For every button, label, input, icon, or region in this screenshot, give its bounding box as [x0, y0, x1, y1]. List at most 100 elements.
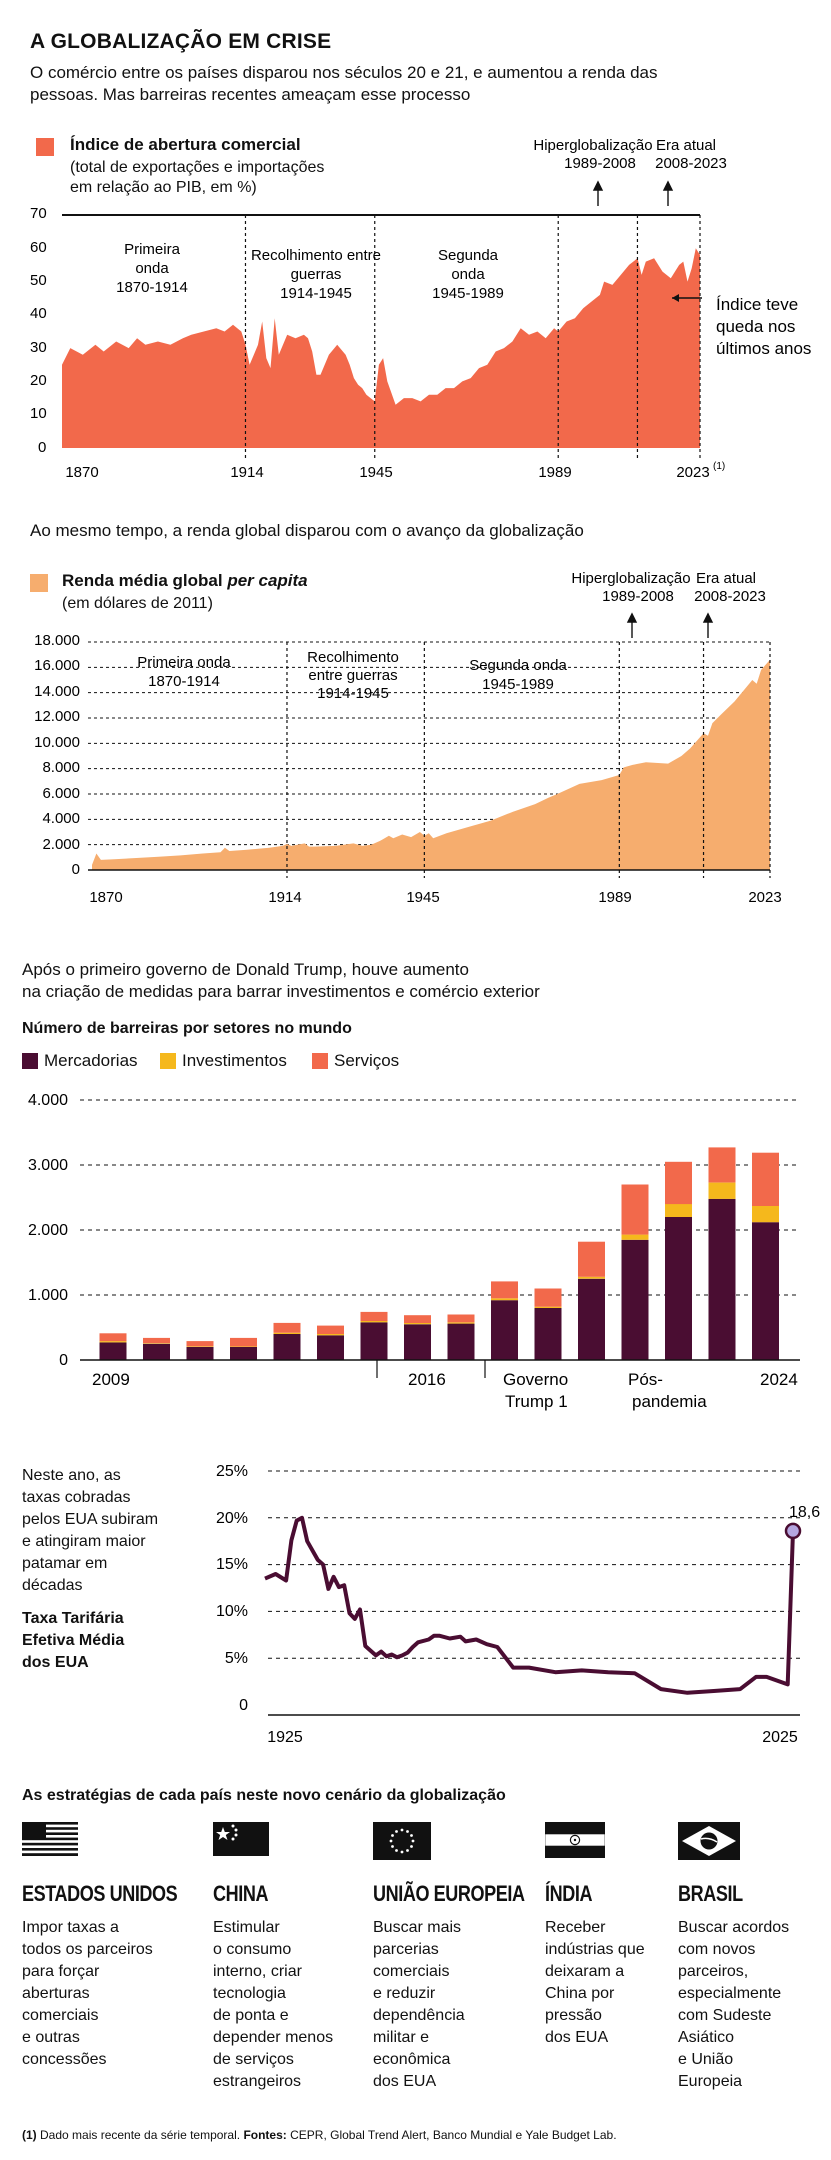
- chart2-y-tick-4000: 4.000: [42, 810, 80, 827]
- chart3-bar-mercadorias-2023: [708, 1198, 736, 1360]
- footnote-text: Dado mais recente da série temporal.: [36, 2128, 244, 2142]
- chart3-bar-mercadorias-2011: [186, 1347, 214, 1360]
- chart1-period-dividers: [244, 215, 701, 458]
- chart1-period1-l2: onda: [135, 260, 169, 277]
- chart1-legend-title: Índice de abertura comercial: [70, 135, 301, 154]
- chart2-era-l1: Era atual: [696, 570, 756, 587]
- chart1-y-tick-60: 60: [30, 239, 47, 256]
- chart1-annotation-arrowhead: [672, 294, 679, 302]
- chart1-hyper-l1: Hiperglobalização: [533, 137, 652, 154]
- chart1-period2-l2: guerras: [291, 266, 342, 283]
- chart2-period2-l1: Recolhimento: [307, 649, 399, 666]
- country-eu-line: e reduzir: [373, 1985, 436, 2002]
- chart1-annotation-l2: queda nos: [716, 317, 795, 336]
- chart3-y-ticks: 4.000 3.000 2.000 1.000 0: [28, 1092, 68, 1369]
- chart3-bar-mercadorias-2009: [99, 1342, 127, 1360]
- chart2-x-tick-1945: 1945: [406, 889, 439, 906]
- chart2-era-arrows: [626, 612, 714, 638]
- chart3-bar-investimentos-2024: [752, 1205, 779, 1223]
- chart1-period3-l3: 1945-1989: [432, 285, 504, 302]
- country-eu-line: Buscar mais: [373, 1919, 462, 1936]
- country-india-line: indústrias que: [545, 1941, 645, 1958]
- chart3-bar-serviços-2024: [752, 1152, 779, 1206]
- chart4-svg: 25% 20% 15% 10% 5% 0 18,6 1925 2025: [216, 1463, 820, 1746]
- chart1-period3-l1: Segunda: [438, 247, 499, 264]
- eu-flag-icon: [373, 1822, 431, 1860]
- country-usa-line: e outras: [22, 2029, 80, 2046]
- country-china-line: o consumo: [213, 1941, 292, 1958]
- chart2-y-tick-16000: 16.000: [34, 657, 80, 674]
- country-usa-line: comerciais: [22, 2007, 99, 2024]
- country-brazil-line: Buscar acordos: [678, 1919, 790, 1936]
- chart3-bar-mercadorias-2014: [317, 1335, 344, 1360]
- chart1-period3-l2: onda: [451, 266, 485, 283]
- chart1-x-tick-1914: 1914: [230, 464, 263, 481]
- chart4-y-tick-10: 10%: [216, 1603, 248, 1620]
- chart3-bar-mercadorias-2021: [621, 1239, 649, 1361]
- chart1-legend-swatch: [36, 138, 54, 156]
- chart3-bar-investimentos-2023: [708, 1182, 736, 1199]
- chart1-annotation-l3: últimos anos: [716, 339, 811, 358]
- chart4-side-l5: patamar em: [22, 1555, 108, 1572]
- chart1-y-tick-50: 50: [30, 272, 47, 289]
- chart2-legend-title: Renda média global per capita: [62, 571, 308, 591]
- chart4-y-ticks: 25% 20% 15% 10% 5% 0: [216, 1463, 248, 1714]
- chart2-legend-title-a: Renda média global: [62, 571, 228, 590]
- usa-flag-stripes: [22, 1822, 78, 1856]
- page-subtitle: O comércio entre os países disparou nos …: [30, 63, 658, 104]
- chart1-period2-l3: 1914-1945: [280, 285, 352, 302]
- country-china: CHINA Estimular o consumo interno, criar…: [213, 1822, 363, 2093]
- chart3-x-labels: 2009 2016 Governo Trump 1 Pós- pandemia …: [92, 1370, 798, 1411]
- chart1-hyper-arrowhead: [592, 180, 604, 191]
- chart2-period3-l2: 1945-1989: [482, 676, 554, 693]
- chart2-y-tick-2000: 2.000: [42, 836, 80, 853]
- chart2-y-tick-8000: 8.000: [42, 759, 80, 776]
- chart1-x-tick-1870: 1870: [65, 464, 98, 481]
- country-eu-line: econômica: [373, 2051, 451, 2068]
- chart3-y-tick-3000: 3.000: [28, 1157, 68, 1174]
- chart3-legend-invest: Investimentos: [182, 1051, 287, 1070]
- chart3-y-tick-4000: 4.000: [28, 1092, 68, 1109]
- chart3-bar-mercadorias-2022: [665, 1217, 692, 1360]
- country-eu-line: dependência: [373, 2007, 465, 2024]
- chart3-bar-mercadorias-2024: [752, 1222, 779, 1360]
- chart1-y-tick-10: 10: [30, 405, 47, 422]
- eu-star: [411, 1839, 415, 1843]
- country-eu-line: dos EUA: [373, 2073, 437, 2090]
- chart3-intro-l1: Após o primeiro governo de Donald Trump,…: [22, 960, 469, 979]
- country-brazil-line: Asiático: [678, 2029, 735, 2046]
- chart4-side-l1: Neste ano, as: [22, 1467, 121, 1484]
- chart4-x-ticks: 1925 2025: [267, 1729, 798, 1746]
- country-usa-line: concessões: [22, 2051, 107, 2068]
- chart1-y-tick-40: 40: [30, 305, 47, 322]
- chart3-bar-serviços-2023: [708, 1147, 736, 1183]
- chart4-y-tick-15: 15%: [216, 1556, 248, 1573]
- chart3-bar-serviços-2014: [317, 1325, 344, 1334]
- chart3-bars: [99, 1147, 779, 1361]
- chart1-area: [62, 248, 700, 448]
- chart2-x-tick-1914: 1914: [268, 889, 301, 906]
- chart3-bar-serviços-2020: [578, 1241, 605, 1277]
- chart2-period3-l1: Segunda onda: [469, 657, 567, 674]
- chart3-bar-mercadorias-2020: [578, 1278, 605, 1361]
- chart2-y-ticks: 18.000 16.000 14.000 12.000 10.000 8.000…: [34, 632, 80, 878]
- chart3-intro-l2: na criação de medidas para barrar invest…: [22, 982, 540, 1001]
- chart4-line: [264, 1515, 795, 1695]
- eu-star: [410, 1834, 413, 1837]
- chart1-x-sup: (1): [713, 461, 725, 472]
- chart1-x-tick-1989: 1989: [538, 464, 571, 481]
- chart2-intro: Ao mesmo tempo, a renda global disparou …: [30, 521, 584, 540]
- chart3-bar-serviços-2010: [143, 1337, 170, 1344]
- chart3-legend-swatch-invest: [160, 1053, 176, 1069]
- chart2-hyper-l1: Hiperglobalização: [571, 570, 690, 587]
- country-china-line: Estimular: [213, 1919, 280, 1936]
- chart2-y-tick-12000: 12.000: [34, 708, 80, 725]
- chart3-bar-mercadorias-2012: [230, 1347, 257, 1360]
- country-brazil-name: BRASIL: [678, 1881, 743, 1906]
- chart3-bar-mercadorias-2010: [143, 1343, 170, 1361]
- chart3-bar-investimentos-2016: [404, 1322, 431, 1325]
- country-eu: UNIÃO EUROPEIA Buscar mais parcerias com…: [373, 1822, 533, 2093]
- chart2-area: [92, 659, 770, 870]
- country-eu-name: UNIÃO EUROPEIA: [373, 1881, 525, 1906]
- country-india-name: ÍNDIA: [545, 1881, 593, 1906]
